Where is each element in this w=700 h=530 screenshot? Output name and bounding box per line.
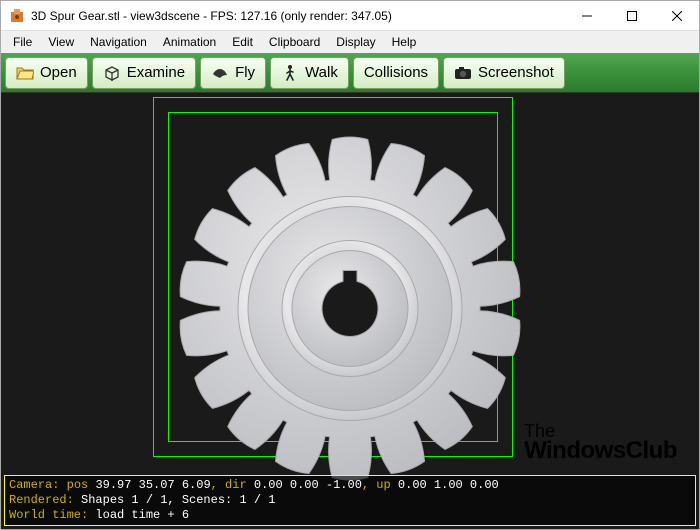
close-button[interactable] <box>654 1 699 30</box>
app-icon <box>9 8 25 24</box>
bird-icon <box>211 64 229 82</box>
status-camera: Camera: pos 39.97 35.07 6.09, dir 0.00 0… <box>9 478 691 493</box>
menu-help[interactable]: Help <box>384 33 425 51</box>
open-button[interactable]: Open <box>5 57 88 89</box>
menu-animation[interactable]: Animation <box>155 33 224 51</box>
collisions-label: Collisions <box>364 64 428 81</box>
examine-button[interactable]: Examine <box>92 57 196 89</box>
menu-view[interactable]: View <box>40 33 82 51</box>
watermark: The WindowsClub <box>520 421 681 465</box>
menu-navigation[interactable]: Navigation <box>82 33 155 51</box>
gear-model <box>170 129 530 494</box>
menu-display[interactable]: Display <box>328 33 383 51</box>
status-overlay: Camera: pos 39.97 35.07 6.09, dir 0.00 0… <box>4 475 696 526</box>
viewport-3d[interactable]: The WindowsClub Camera: pos 39.97 35.07 … <box>1 93 699 529</box>
walk-label: Walk <box>305 64 338 81</box>
status-worldtime: World time: load time + 6 <box>9 508 691 523</box>
screenshot-button[interactable]: Screenshot <box>443 57 565 89</box>
fly-button[interactable]: Fly <box>200 57 266 89</box>
maximize-button[interactable] <box>609 1 654 30</box>
watermark-line1: The <box>524 423 677 440</box>
window-buttons <box>564 1 699 30</box>
toolbar: Open Examine Fly Walk Collisions Screens… <box>1 53 699 93</box>
examine-label: Examine <box>127 64 185 81</box>
status-rendered: Rendered: Shapes 1 / 1, Scenes: 1 / 1 <box>9 493 691 508</box>
app-window: 3D Spur Gear.stl - view3dscene - FPS: 12… <box>0 0 700 530</box>
camera-icon <box>454 64 472 82</box>
open-label: Open <box>40 64 77 81</box>
walk-button[interactable]: Walk <box>270 57 349 89</box>
titlebar: 3D Spur Gear.stl - view3dscene - FPS: 12… <box>1 1 699 31</box>
menu-edit[interactable]: Edit <box>224 33 261 51</box>
screenshot-label: Screenshot <box>478 64 554 81</box>
watermark-line2: WindowsClub <box>524 440 677 463</box>
walk-icon <box>281 64 299 82</box>
minimize-button[interactable] <box>564 1 609 30</box>
menu-clipboard[interactable]: Clipboard <box>261 33 328 51</box>
folder-open-icon <box>16 64 34 82</box>
menu-file[interactable]: File <box>5 33 40 51</box>
fly-label: Fly <box>235 64 255 81</box>
menubar: File View Navigation Animation Edit Clip… <box>1 31 699 53</box>
cube-icon <box>103 64 121 82</box>
collisions-button[interactable]: Collisions <box>353 57 439 89</box>
window-title: 3D Spur Gear.stl - view3dscene - FPS: 12… <box>31 9 564 23</box>
